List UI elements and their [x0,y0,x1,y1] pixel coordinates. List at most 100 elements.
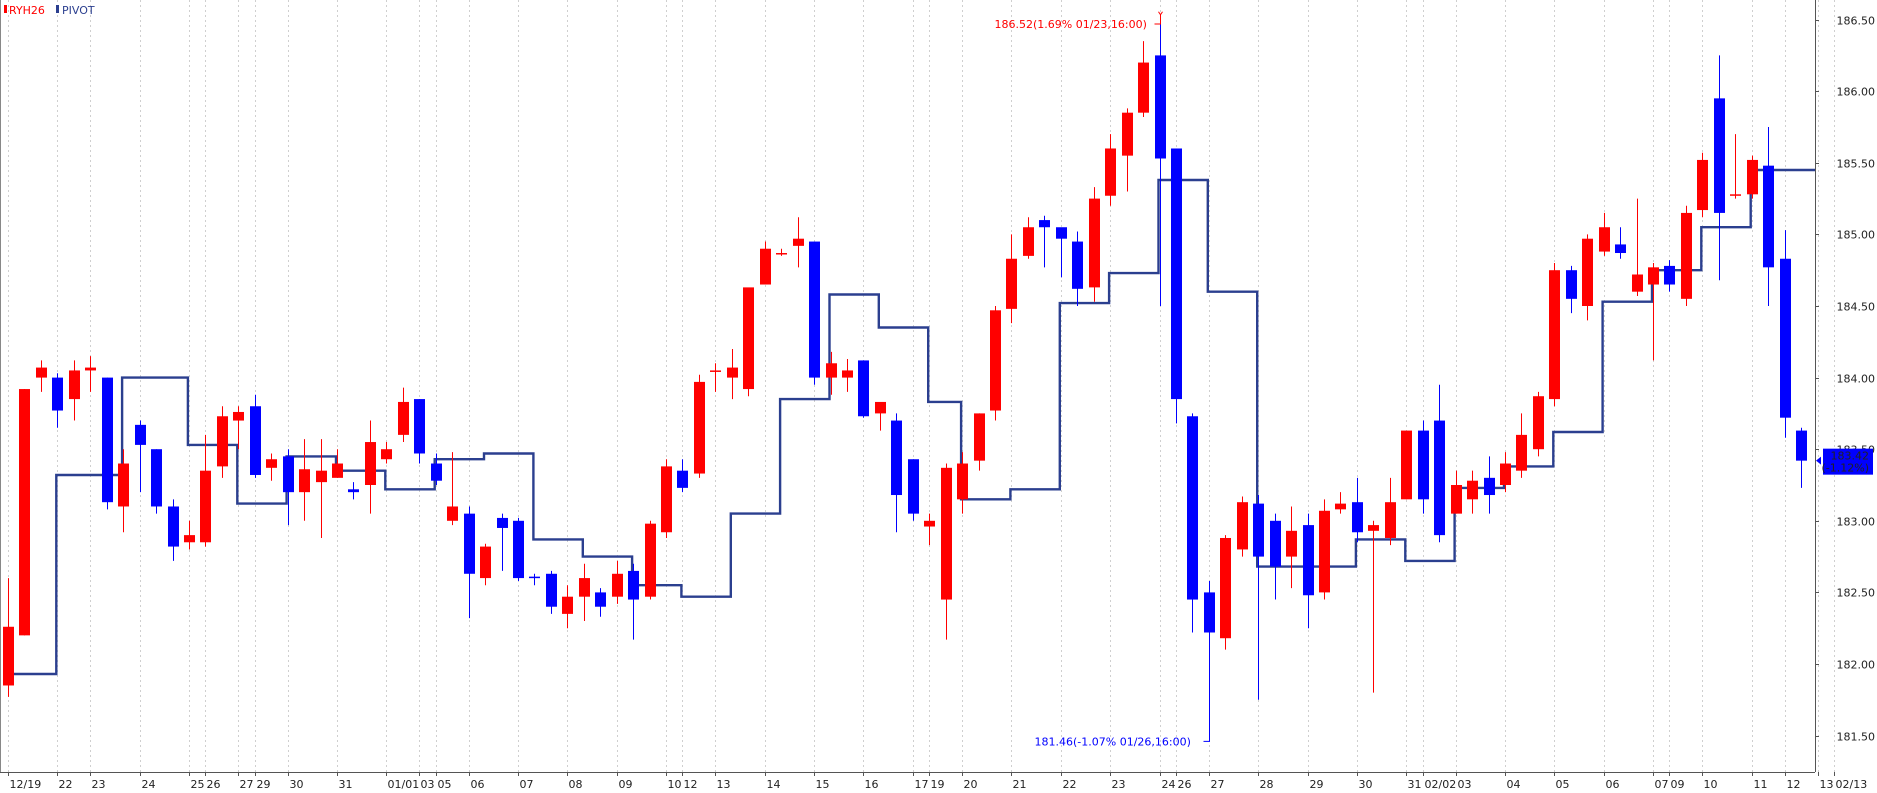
candle-body [1714,98,1725,213]
candle-body [628,570,639,600]
high-annotation-label: 186.52(1.69% 01/23,16:00) [995,18,1147,31]
x-tick-label: 16 [865,778,879,791]
candle-body [1072,241,1083,289]
low-annotation: 181.46(-1.07% 01/26,16:00) [1035,733,1210,748]
candle-body [1220,537,1231,639]
candle-body [727,367,738,378]
x-tick-label: 03 [1458,778,1472,791]
candle-body [381,449,392,460]
candle-body [760,248,771,285]
candle-body [1763,165,1774,268]
candle-body [1089,198,1100,288]
candle-body [1632,274,1643,292]
x-tick-label: 06 [1606,778,1620,791]
candle-body [365,442,376,485]
x-tick-label: 05 [1556,778,1570,791]
legend-swatch-pivot [56,5,59,13]
x-tick-label: 17 [915,778,929,791]
y-tick-label: 182.00 [1837,659,1876,672]
x-tick-label: 07 [520,778,534,791]
candle-body [826,363,837,378]
candle-body [414,399,425,454]
candle-body [875,401,886,414]
candle-body [1171,148,1182,400]
y-tick-label: 185.50 [1837,158,1876,171]
x-tick-label: 30 [1359,778,1373,791]
candle-body [1056,227,1067,239]
candle-body [85,367,96,371]
candle-body [52,377,63,411]
candle-body [1270,520,1281,567]
candle-body [1335,503,1346,510]
candle-body [1615,244,1626,254]
legend-label-ryh26: RYH26 [9,4,45,17]
candle-body [645,523,656,597]
x-tick-label: 22 [59,778,73,791]
candle-body [233,411,244,421]
x-tick-label: 28 [1260,778,1274,791]
y-tick-label: 183.00 [1837,516,1876,529]
y-tick-label: 182.50 [1837,587,1876,600]
x-tick-label: 13 [717,778,731,791]
candle-body [1549,270,1560,400]
x-tick-label: 24 [1162,778,1176,791]
candle-body [809,241,820,378]
x-tick-label: 27 [240,778,254,791]
candle-body [217,416,228,467]
x-tick-label: 06 [471,778,485,791]
last-price-box [1823,448,1873,475]
candle-body [1039,220,1050,228]
x-tick-label: 10 [668,778,682,791]
candles [3,16,1807,742]
high-annotation: 186.52(1.69% 01/23,16:00) [995,11,1163,31]
x-tick-label: 02/13 [1836,778,1868,791]
x-tick-label: 12/19 [10,778,42,791]
candle-body [842,370,853,378]
x-tick-label: 01/01 [388,778,420,791]
y-tick-label: 185.00 [1837,229,1876,242]
x-tick-label: 26 [1178,778,1192,791]
x-tick-label: 15 [816,778,830,791]
candle-body [1664,265,1675,285]
candle-body [1352,502,1363,533]
candle-body [283,456,294,493]
x-tick-label: 04 [1507,778,1521,791]
candle-body [1697,159,1708,211]
candle-body [1467,480,1478,500]
candle-body [19,389,30,636]
candle-body [579,578,590,597]
x-tick-label: 23 [92,778,106,791]
candle-body [1122,112,1133,156]
candle-body [612,573,623,597]
x-tick-label: 25 [191,778,205,791]
candle-body [1533,396,1544,450]
candle-body [299,469,310,493]
candle-body [694,381,705,474]
candle-body [891,420,902,496]
gridlines [8,0,1835,772]
candle-body [447,506,458,521]
x-tick-label: 10 [1704,778,1718,791]
candle-body [941,467,952,600]
candle-body [1138,62,1149,113]
candle-body [135,424,146,445]
x-tick-label: 11 [1754,778,1768,791]
candle-body [1500,463,1511,485]
candle-body [36,367,47,378]
candle-body [1681,212,1692,299]
candle-body [1451,485,1462,514]
candle-body [513,520,524,579]
x-tick-label: 19 [931,778,945,791]
x-tick-label: 27 [1211,778,1225,791]
candle-body [118,463,129,507]
candle-body [957,463,968,500]
candle-body [1730,194,1741,196]
candle-body [348,489,359,493]
y-tick-label: 186.00 [1837,86,1876,99]
legend-label-pivot: PIVOT [62,4,95,17]
high-annotation-arrow [1154,11,1163,25]
candle-body [1434,420,1445,536]
candle-body [1566,270,1577,299]
